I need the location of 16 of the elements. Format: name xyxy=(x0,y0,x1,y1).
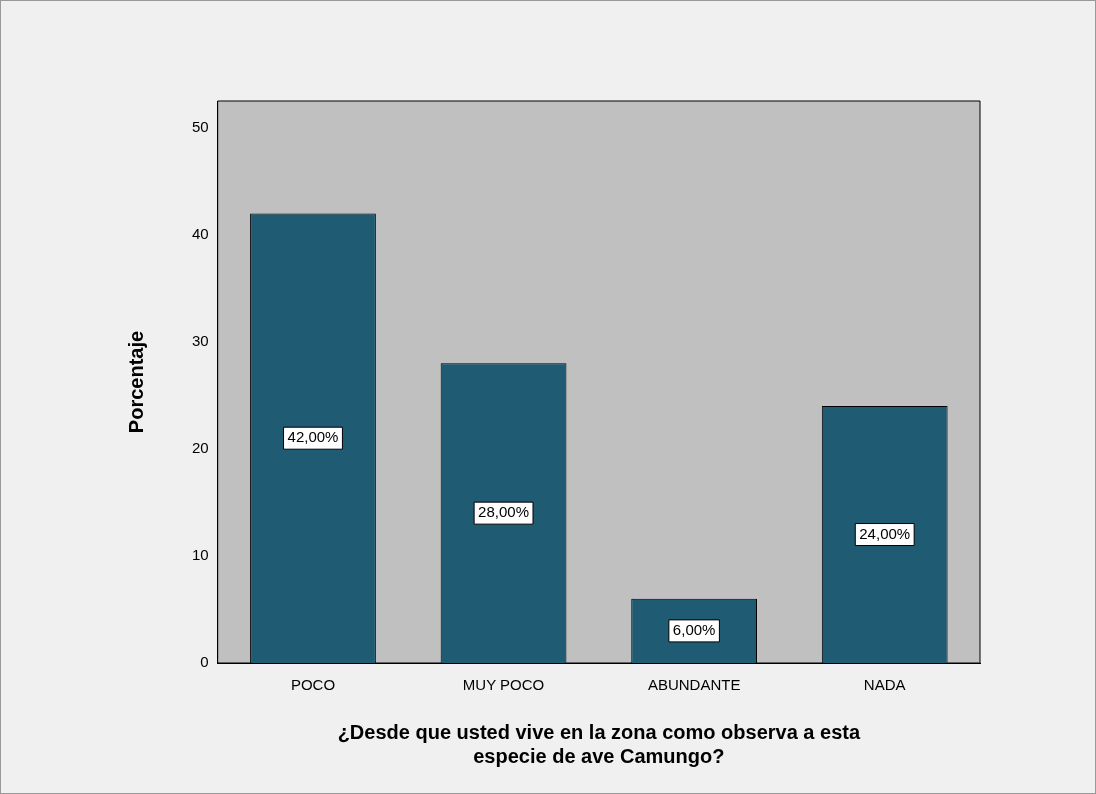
y-tick-label: 10 xyxy=(192,546,209,564)
data-label: 24,00% xyxy=(859,524,911,542)
data-label: 6,00% xyxy=(672,621,716,639)
y-tick-label: 0 xyxy=(200,653,209,671)
y-tick-label: 40 xyxy=(192,224,209,242)
y-axis-title: Porcentaje xyxy=(124,330,147,434)
x-tick-label: POCO xyxy=(290,676,336,694)
data-label: 42,00% xyxy=(287,428,339,446)
y-tick-label: 20 xyxy=(192,439,209,457)
x-axis-title: ¿Desde que usted vive en la zona como observa a esta especie de ave Camungo? xyxy=(337,720,861,767)
x-tick-label: NADA xyxy=(863,676,906,694)
x-tick-label: ABUNDANTE xyxy=(647,676,741,694)
y-tick-label: 50 xyxy=(192,117,209,135)
x-tick-label: MUY POCO xyxy=(462,676,545,694)
y-tick-label: 30 xyxy=(192,332,209,349)
data-label: 28,00% xyxy=(478,503,529,521)
